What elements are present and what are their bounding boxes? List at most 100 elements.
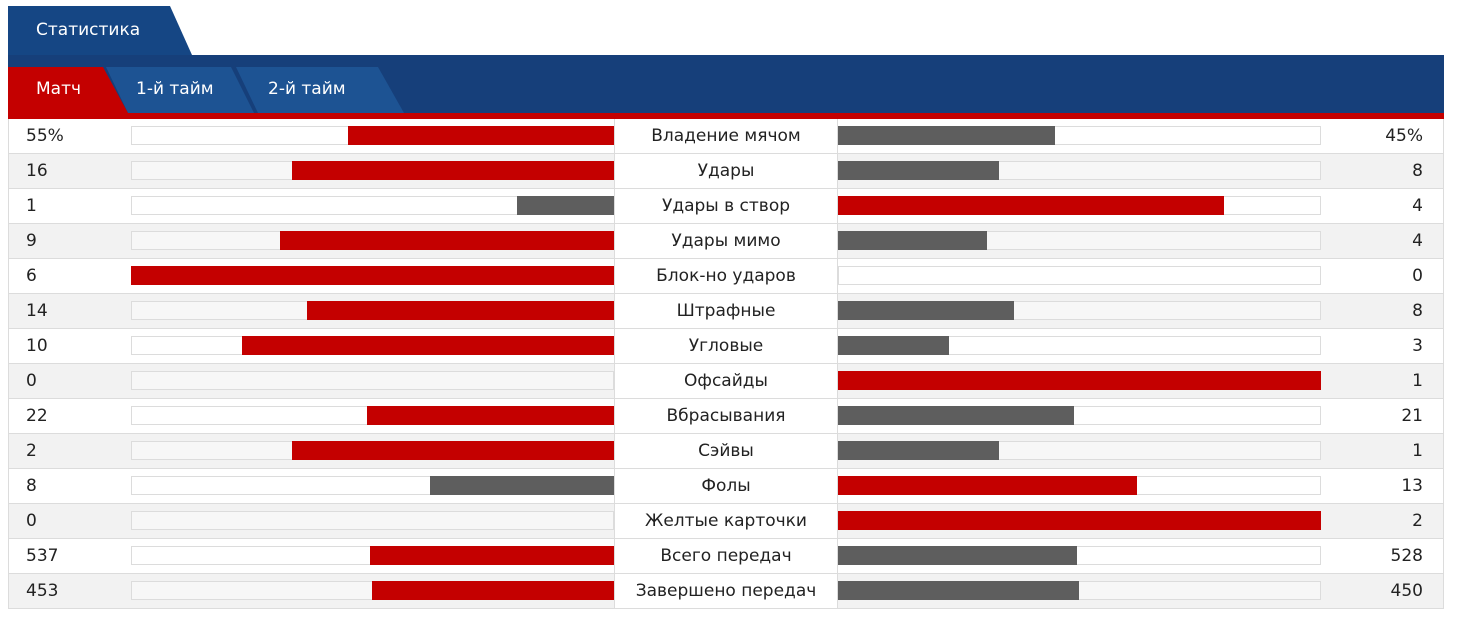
away-bar-fill (838, 301, 1014, 320)
away-bar-fill (838, 511, 1321, 530)
away-value: 45% (1385, 126, 1423, 146)
home-bar-track (131, 196, 614, 215)
home-bar-fill (280, 231, 614, 250)
away-bar-fill (838, 441, 999, 460)
tab-second-half[interactable]: 2-й тайм (236, 67, 404, 113)
home-bar-track (131, 301, 614, 320)
stat-row: 0 Офсайды 1 (9, 364, 1443, 399)
home-bar-fill (131, 266, 614, 285)
stat-row: 2 Сэйвы 1 (9, 434, 1443, 469)
stat-label: Завершено передач (635, 581, 817, 601)
statistics-title-tab[interactable]: Статистика (8, 6, 192, 55)
away-bar-track (838, 336, 1321, 355)
home-value: 55% (26, 126, 64, 146)
home-bar-track (131, 581, 614, 600)
stat-row: 10 Угловые 3 (9, 329, 1443, 364)
away-bar-fill (838, 546, 1077, 565)
stat-label-cell: Фолы (614, 469, 838, 503)
away-bar-fill (838, 231, 987, 250)
home-bar-fill (292, 441, 614, 460)
home-bar-track (131, 476, 614, 495)
stat-label-cell: Вбрасывания (614, 399, 838, 433)
home-bar-fill (430, 476, 614, 495)
away-bar-fill (838, 196, 1224, 215)
stat-row: 0 Желтые карточки 2 (9, 504, 1443, 539)
tab-match-label: Матч (36, 79, 82, 99)
stat-label-cell: Удары (614, 154, 838, 188)
away-value: 1 (1412, 371, 1423, 391)
away-bar-fill (838, 161, 999, 180)
stat-label: Сэйвы (698, 441, 754, 461)
statistics-title-label: Статистика (36, 20, 141, 40)
away-value: 528 (1390, 546, 1423, 566)
tab-first-half[interactable]: 1-й тайм (106, 67, 254, 113)
stat-label: Удары (697, 161, 755, 181)
period-tab-bar: 2-й тайм 1-й тайм Матч (8, 55, 1444, 119)
away-bar-fill (838, 581, 1079, 600)
away-bar-track (838, 126, 1321, 145)
home-bar-track (131, 336, 614, 355)
away-value: 2 (1412, 511, 1423, 531)
away-bar-track (838, 581, 1321, 600)
stat-label: Удары в створ (661, 196, 791, 216)
home-value: 14 (26, 301, 48, 321)
home-value: 0 (26, 371, 37, 391)
away-value: 3 (1412, 336, 1423, 356)
stat-label: Фолы (701, 476, 751, 496)
stat-label-cell: Владение мячом (614, 119, 838, 153)
home-bar-fill (292, 161, 614, 180)
home-bar-track (131, 441, 614, 460)
stat-row: 537 Всего передач 528 (9, 539, 1443, 574)
stat-label-cell: Удары в створ (614, 189, 838, 223)
stat-row: 8 Фолы 13 (9, 469, 1443, 504)
tab-first-half-label: 1-й тайм (136, 79, 214, 99)
home-bar-fill (517, 196, 614, 215)
away-value: 4 (1412, 231, 1423, 251)
home-bar-track (131, 126, 614, 145)
away-bar-fill (838, 371, 1321, 390)
home-value: 10 (26, 336, 48, 356)
home-bar-track (131, 371, 614, 390)
home-bar-track (131, 266, 614, 285)
home-bar-fill (242, 336, 614, 355)
home-bar-fill (370, 546, 614, 565)
away-value: 0 (1412, 266, 1423, 286)
home-value: 0 (26, 511, 37, 531)
stat-label: Блок-но ударов (656, 266, 796, 286)
home-bar-fill (367, 406, 614, 425)
home-bar-track (131, 546, 614, 565)
stat-row: 22 Вбрасывания 21 (9, 399, 1443, 434)
home-value: 16 (26, 161, 48, 181)
stat-label: Всего передач (660, 546, 792, 566)
stats-table: 55% Владение мячом 45% 16 Удары 8 1 Удары в ств… (8, 119, 1444, 609)
stat-row: 1 Удары в створ 4 (9, 189, 1443, 224)
header-tab-row: Статистика (8, 6, 1444, 55)
away-bar-fill (838, 336, 949, 355)
away-bar-track (838, 231, 1321, 250)
stat-label-cell: Всего передач (614, 539, 838, 573)
stat-row: 6 Блок-но ударов 0 (9, 259, 1443, 294)
away-bar-track (838, 476, 1321, 495)
away-bar-track (838, 546, 1321, 565)
away-bar-track (838, 301, 1321, 320)
stat-label: Желтые карточки (645, 511, 807, 531)
stat-row: 453 Завершено передач 450 (9, 574, 1443, 609)
away-bar-track (838, 196, 1321, 215)
away-bar-fill (838, 126, 1055, 145)
home-value: 2 (26, 441, 37, 461)
stat-row: 16 Удары 8 (9, 154, 1443, 189)
home-value: 1 (26, 196, 37, 216)
home-value: 9 (26, 231, 37, 251)
match-statistics-widget: Статистика 2-й тайм 1-й тайм Матч 55% Вла… (8, 6, 1444, 609)
home-value: 453 (26, 581, 59, 601)
home-bar-track (131, 406, 614, 425)
away-bar-track (838, 511, 1321, 530)
away-bar-track (838, 161, 1321, 180)
stat-label: Угловые (688, 336, 764, 356)
away-value: 1 (1412, 441, 1423, 461)
stat-label-cell: Блок-но ударов (614, 259, 838, 293)
home-bar-track (131, 511, 614, 530)
stat-label-cell: Удары мимо (614, 224, 838, 258)
stat-label: Вбрасывания (666, 406, 786, 426)
home-value: 22 (26, 406, 48, 426)
